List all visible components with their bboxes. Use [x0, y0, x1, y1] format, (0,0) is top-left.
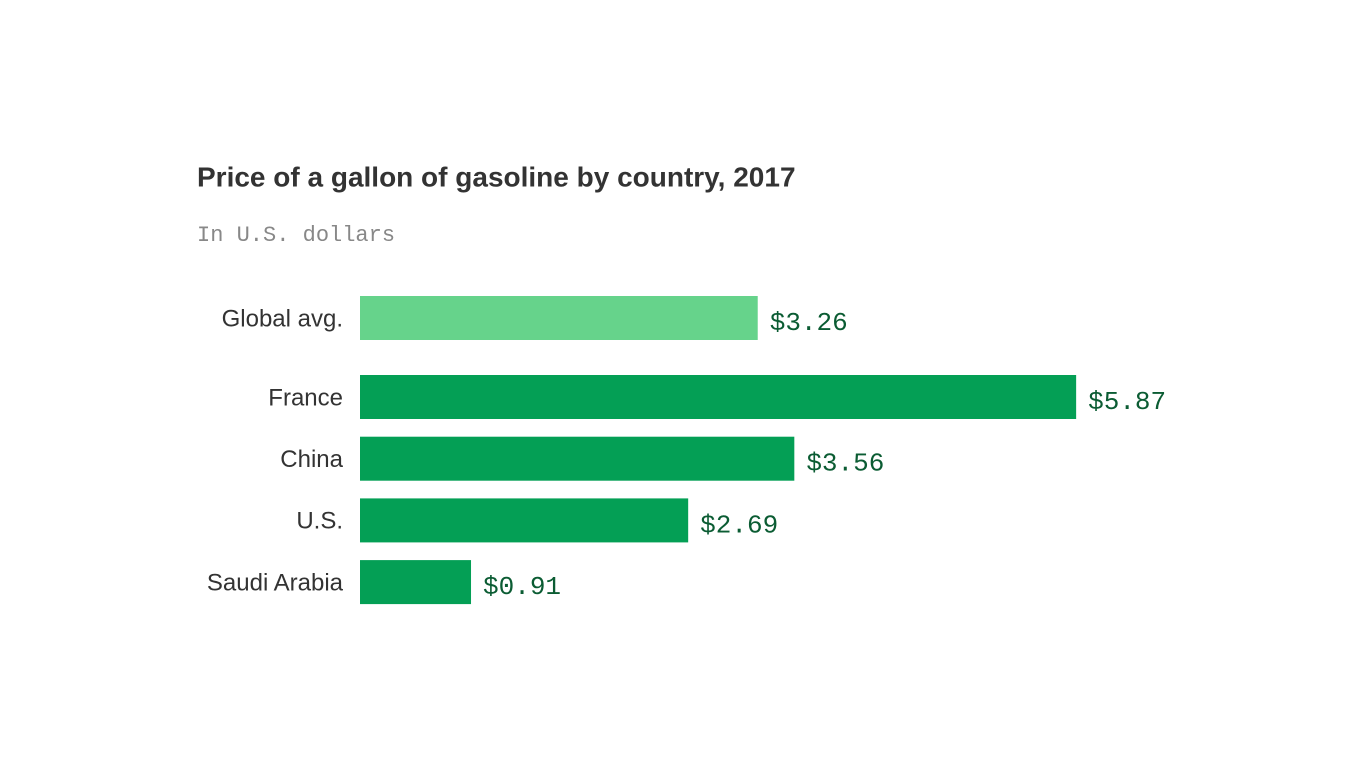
bar — [360, 296, 758, 340]
value-label: $5.87 — [1088, 387, 1166, 417]
category-label: France — [268, 384, 343, 411]
bar — [360, 498, 689, 543]
value-label: $3.56 — [806, 449, 884, 479]
bar — [360, 560, 472, 605]
category-label: Saudi Arabia — [207, 569, 344, 596]
category-label: China — [280, 446, 343, 473]
category-label: U.S. — [296, 508, 343, 535]
chart-subtitle: In U.S. dollars — [197, 223, 395, 248]
value-label: $3.26 — [770, 308, 848, 338]
chart-title: Price of a gallon of gasoline by country… — [197, 161, 796, 192]
bar — [360, 436, 795, 481]
value-label: $2.69 — [700, 510, 778, 540]
bar — [360, 375, 1077, 419]
category-label: Global avg. — [222, 305, 343, 332]
value-label: $0.91 — [483, 572, 561, 602]
